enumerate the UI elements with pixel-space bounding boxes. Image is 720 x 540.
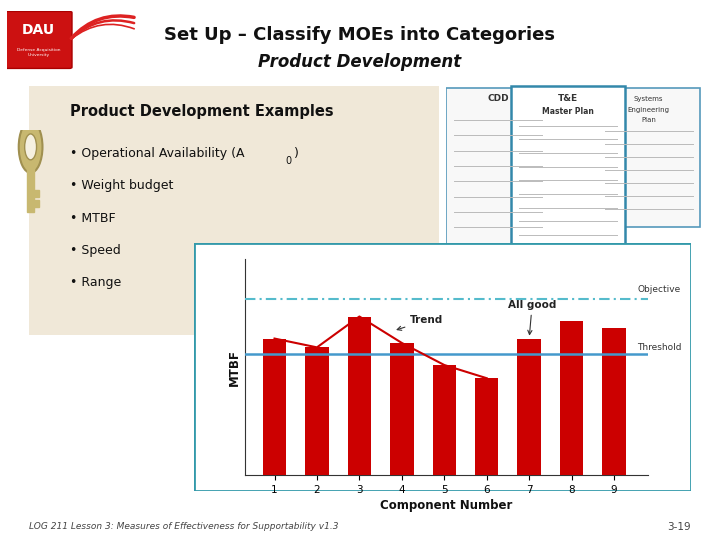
Text: CDD: CDD	[487, 94, 509, 103]
X-axis label: Component Number: Component Number	[380, 499, 513, 512]
Text: 0: 0	[285, 156, 292, 166]
FancyBboxPatch shape	[4, 11, 72, 69]
Text: Engineering: Engineering	[628, 106, 670, 112]
Text: DAU: DAU	[22, 23, 55, 37]
Text: All good: All good	[508, 300, 557, 335]
Circle shape	[19, 121, 42, 173]
Circle shape	[24, 134, 37, 160]
Bar	[390, 343, 413, 475]
Text: Objective: Objective	[637, 286, 680, 294]
Text: Product Development: Product Development	[258, 53, 462, 71]
Bar	[27, 167, 34, 212]
FancyBboxPatch shape	[597, 88, 701, 227]
Text: ): )	[294, 147, 298, 160]
Text: Plan: Plan	[641, 117, 656, 123]
Bar	[305, 347, 328, 475]
FancyBboxPatch shape	[511, 86, 625, 259]
Text: 3-19: 3-19	[667, 522, 691, 531]
Bar	[518, 339, 541, 475]
Text: Systems: Systems	[634, 96, 663, 102]
Text: LOG 211 Lesson 3: Measures of Effectiveness for Supportability v1.3: LOG 211 Lesson 3: Measures of Effectiven…	[29, 522, 338, 531]
Bar	[263, 339, 286, 475]
Text: Set Up – Classify MOEs into Categories: Set Up – Classify MOEs into Categories	[164, 26, 556, 44]
Text: • Operational Availability (A: • Operational Availability (A	[70, 147, 244, 160]
FancyBboxPatch shape	[194, 243, 691, 491]
Text: Threshold: Threshold	[637, 343, 682, 352]
Text: • Speed: • Speed	[70, 244, 120, 257]
Text: T&E: T&E	[558, 94, 578, 103]
Bar	[34, 200, 40, 207]
Bar	[560, 321, 583, 475]
Bar	[475, 378, 498, 475]
Text: Product Development Examples: Product Development Examples	[70, 104, 333, 119]
Text: • MTBF: • MTBF	[70, 212, 115, 225]
Text: • Range: • Range	[70, 276, 121, 289]
Bar	[603, 328, 626, 475]
Bar	[34, 190, 40, 197]
Text: Defense Acquisition
University: Defense Acquisition University	[17, 48, 60, 57]
FancyBboxPatch shape	[21, 82, 447, 340]
FancyBboxPatch shape	[446, 88, 550, 245]
Text: • Weight budget: • Weight budget	[70, 179, 174, 192]
Text: Trend: Trend	[397, 315, 444, 330]
Text: Master Plan: Master Plan	[542, 107, 594, 116]
Bar	[348, 316, 371, 475]
Bar	[433, 365, 456, 475]
Y-axis label: MTBF: MTBF	[228, 349, 240, 386]
